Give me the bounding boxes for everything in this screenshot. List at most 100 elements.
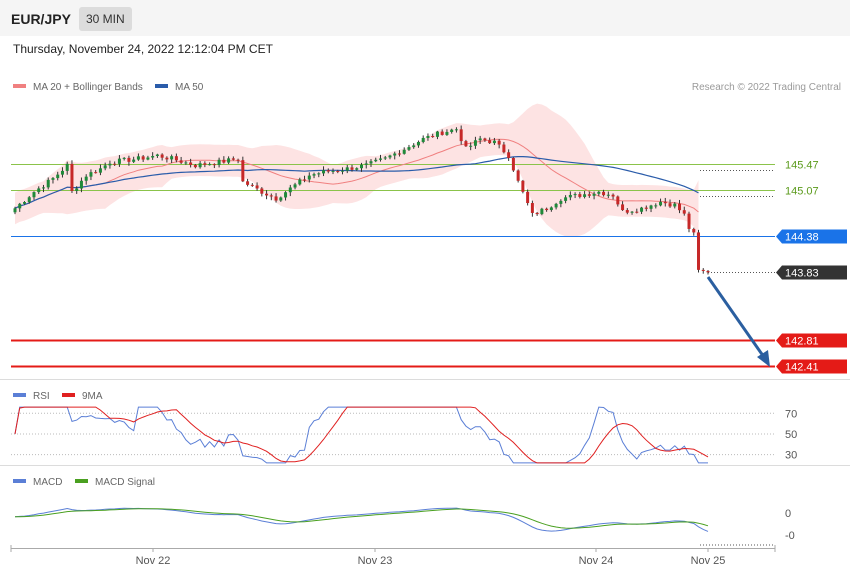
candle-down [203, 163, 207, 165]
candle-down [692, 228, 696, 233]
candle-up [227, 158, 231, 163]
candle-down [269, 195, 273, 197]
candle-down [507, 152, 511, 158]
candle-down [602, 191, 606, 196]
candle-up [37, 188, 41, 193]
candle-up [217, 159, 221, 165]
candle-up [331, 170, 335, 172]
rsi-legend-label: RSI [33, 391, 50, 402]
candle-down [635, 211, 639, 213]
candle-down [545, 208, 549, 211]
candle-down [165, 157, 169, 160]
timestamp: Thursday, November 24, 2022 12:12:04 PM … [13, 42, 273, 56]
candle-up [208, 164, 212, 166]
candle-up [284, 192, 288, 198]
candle-down [497, 140, 501, 145]
candle-up [56, 174, 60, 179]
candle-up [426, 136, 430, 138]
ma50-legend-label: MA 50 [175, 82, 204, 93]
time-tick-label: Nov 24 [579, 555, 614, 567]
rsi-tick-label: 30 [785, 450, 797, 462]
candle-down [625, 210, 629, 213]
target-tag [776, 333, 847, 348]
candle-up [317, 173, 321, 175]
ma20-legend-label: MA 20 + Bollinger Bands [33, 82, 143, 93]
candle-down [179, 160, 183, 163]
candle-down [530, 203, 534, 213]
candle-up [341, 170, 345, 172]
candle-up [559, 200, 563, 204]
candle-up [288, 187, 292, 193]
candle-up [293, 184, 297, 188]
time-axis-labels: Nov 22 Nov 23 Nov 24 Nov 25 [10, 545, 776, 567]
candle-up [170, 156, 174, 160]
candle-up [345, 167, 349, 171]
candle-up [98, 168, 102, 173]
candle-down [459, 129, 463, 142]
candle-down [303, 179, 307, 181]
candle-down [682, 210, 686, 214]
candle-up [18, 203, 22, 209]
macd-signal-legend-label: MACD Signal [95, 477, 155, 488]
candle-up [27, 197, 31, 203]
candle-up [407, 147, 411, 150]
candle-up [360, 164, 363, 169]
timeframe-button[interactable]: 30 MIN [79, 7, 132, 31]
candle-up [583, 194, 587, 197]
target-label: 142.81 [785, 336, 819, 348]
candle-up [402, 149, 406, 154]
rsi-ma-line [14, 406, 709, 464]
candle-up [322, 170, 326, 174]
candle-up [492, 140, 496, 144]
candle-up [649, 205, 653, 209]
rsi-legend-swatch [13, 393, 26, 397]
candle-up [450, 129, 454, 132]
candle-up [412, 145, 416, 148]
candle-up [473, 140, 477, 146]
last-price-tag [776, 265, 847, 280]
research-credit: Research © 2022 Trading Central [692, 82, 841, 93]
macd-signal-legend-swatch [75, 479, 88, 483]
candle-up [60, 170, 64, 175]
candle-down [250, 184, 254, 186]
last-price-label: 143.83 [785, 268, 819, 280]
candle-down [113, 163, 117, 165]
candle-up [364, 163, 368, 165]
candle-down [431, 136, 435, 138]
candle-up [132, 159, 136, 162]
candle-down [212, 164, 216, 166]
rsi-tick-label: 70 [785, 408, 797, 420]
candle-up [554, 203, 558, 208]
candle-up [198, 163, 202, 168]
candle-down [678, 203, 682, 211]
candle-down [697, 232, 701, 270]
candle-down [350, 167, 354, 170]
candle-down [336, 170, 340, 172]
candle-down [587, 194, 591, 196]
candle-up [640, 207, 644, 212]
candle-up [312, 174, 316, 176]
candle-up [378, 158, 382, 160]
ma20-legend-swatch [13, 84, 26, 88]
candle-up [659, 201, 663, 206]
candle-down [521, 180, 525, 192]
ma20-line [14, 138, 699, 213]
candle-up [65, 163, 69, 171]
candle-up [549, 207, 553, 211]
candle-up [41, 187, 45, 189]
rsi-line [14, 406, 708, 464]
candle-up [146, 157, 150, 160]
candle-up [383, 157, 387, 159]
rsi-tick-label: 50 [785, 429, 797, 441]
candle-up [435, 131, 439, 137]
macd-legend-swatch [13, 479, 26, 483]
candle-down [260, 188, 264, 194]
candle-up [46, 179, 50, 188]
candle-down [236, 159, 240, 161]
candle-up [369, 161, 373, 164]
candle-up [564, 197, 568, 201]
candle-down [701, 269, 705, 271]
candle-down [687, 213, 691, 229]
candle-up [597, 191, 601, 194]
